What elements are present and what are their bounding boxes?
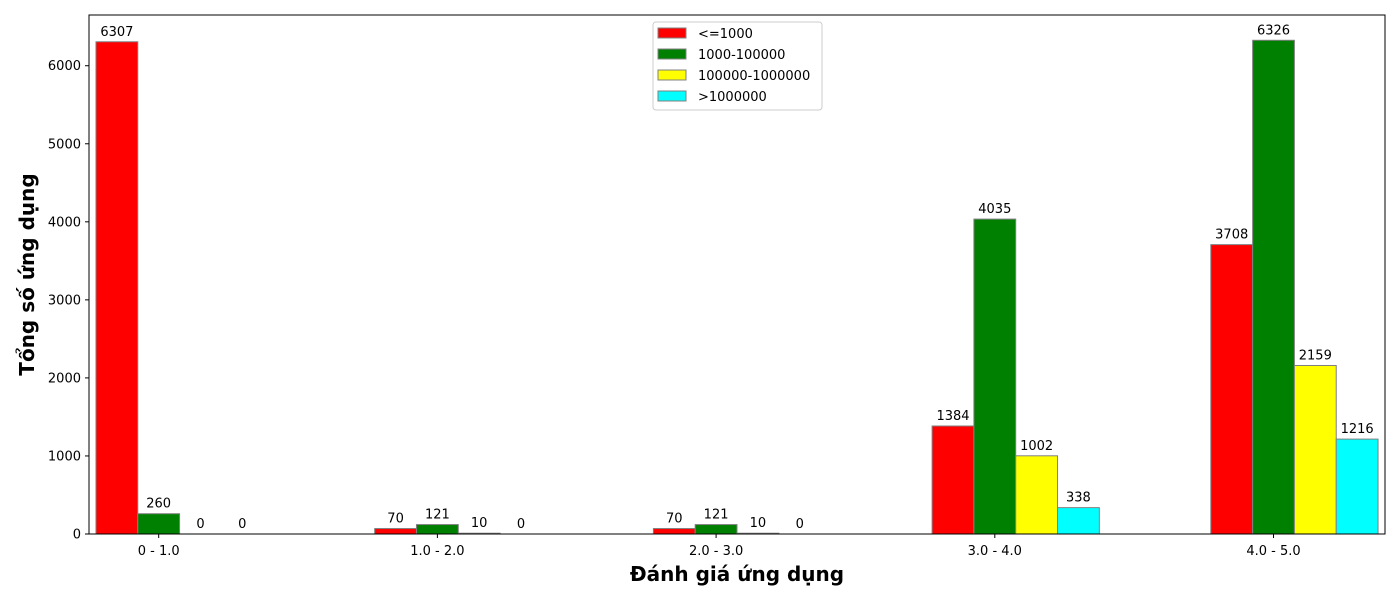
bar (1057, 507, 1100, 535)
bar (694, 524, 738, 535)
bar-value-label: 70 (387, 512, 404, 527)
bar (1335, 438, 1379, 535)
bars (95, 39, 1379, 535)
y-tick-label: 2000 (48, 371, 81, 386)
legend-swatch (657, 27, 687, 39)
bar-value-label: 0 (796, 517, 804, 532)
legend-swatch (657, 69, 687, 81)
bar-value-label: 338 (1066, 491, 1091, 506)
legend: <=1000 1000-100000 100000-1000000 >1000000 (652, 21, 823, 111)
bar-value-label: 70 (666, 512, 683, 527)
y-tick-label: 3000 (48, 293, 81, 308)
legend-label: 100000-1000000 (698, 69, 810, 84)
y-axis-title: Tổng số ứng dụng (15, 173, 39, 375)
x-tick-label: 0 - 1.0 (138, 544, 180, 559)
legend-swatch (657, 48, 687, 60)
bar (1293, 365, 1337, 535)
bar (973, 218, 1017, 535)
bar-value-label: 121 (704, 508, 729, 523)
y-tick-label: 0 (73, 528, 81, 543)
y-tick-label: 5000 (48, 137, 81, 152)
bar (931, 425, 975, 535)
bar-value-label: 1384 (936, 409, 969, 424)
legend-swatch (657, 90, 687, 102)
bar-value-label: 10 (750, 516, 767, 531)
bar-value-label: 6326 (1257, 23, 1290, 38)
plot-frame (88, 14, 1386, 535)
bar-value-label: 10 (471, 516, 488, 531)
bar (415, 524, 459, 535)
legend-label: <=1000 (698, 27, 753, 42)
bar-value-label: 260 (146, 497, 171, 512)
legend-box (652, 21, 823, 111)
y-tick-label: 6000 (48, 59, 81, 74)
bar-value-label: 3708 (1215, 228, 1248, 243)
x-tick-label: 3.0 - 4.0 (968, 544, 1022, 559)
bar-value-label: 4035 (978, 202, 1011, 217)
bar-value-label: 2159 (1299, 349, 1332, 364)
legend-label: >1000000 (698, 90, 767, 105)
bar-value-label: 6307 (100, 25, 133, 40)
bar (95, 41, 139, 535)
bar-value-label: 0 (196, 517, 204, 532)
y-tick-label: 1000 (48, 449, 81, 464)
bar-value-label: 1216 (1341, 422, 1374, 437)
bar-value-label: 0 (238, 517, 246, 532)
bar (652, 528, 696, 535)
bar (1252, 39, 1295, 535)
bar (374, 528, 417, 535)
bar-value-label: 121 (425, 508, 450, 523)
bar-value-label: 1002 (1020, 439, 1053, 454)
legend-label: 1000-100000 (698, 48, 785, 63)
x-tick-label: 4.0 - 5.0 (1246, 544, 1300, 559)
x-axis-title: Đánh giá ứng dụng (630, 562, 844, 586)
bar-value-labels: 6307 70 70 1384 3708 260 121 121 4035 6326 0 10 10 10… (100, 23, 1373, 532)
x-tick-label: 1.0 - 2.0 (410, 544, 464, 559)
bar (1015, 455, 1059, 535)
x-tick-label: 2.0 - 3.0 (689, 544, 743, 559)
bar-value-label: 0 (517, 517, 525, 532)
bar (1210, 244, 1254, 535)
bar (137, 513, 181, 535)
y-tick-label: 4000 (48, 215, 81, 230)
